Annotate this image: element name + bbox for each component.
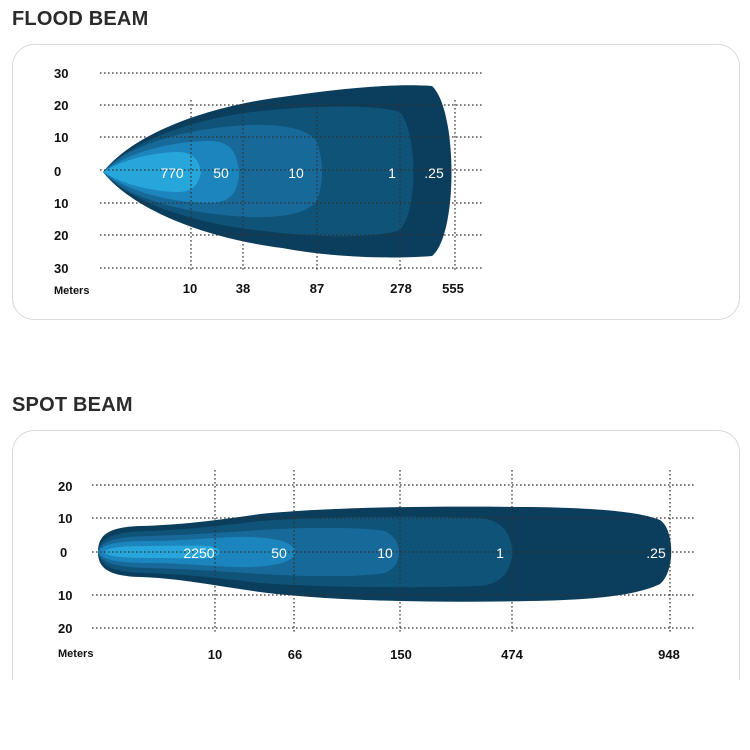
spot-y-tick: 10: [58, 511, 72, 526]
flood-y-tick: 30: [54, 261, 68, 276]
spot-isolux-label: 10: [377, 545, 393, 561]
spot-x-tick: 474: [501, 647, 523, 662]
spot-y-tick: 10: [58, 588, 72, 603]
flood-x-tick: 87: [310, 281, 324, 296]
flood-zone-770: [103, 152, 201, 192]
flood-y-tick: 0: [54, 164, 61, 179]
flood-y-tick: 30: [54, 66, 68, 81]
flood-x-tick: 10: [183, 281, 197, 296]
flood-isolux-label: 770: [160, 165, 184, 181]
flood-y-tick: 10: [54, 130, 68, 145]
spot-grid: [92, 470, 694, 632]
spot-isolux-label: 1: [496, 545, 504, 561]
flood-beam-title: FLOOD BEAM: [12, 8, 149, 30]
spot-beam-title: SPOT BEAM: [12, 394, 133, 416]
spot-y-tick: 20: [58, 621, 72, 636]
spot-x-axis-label: Meters: [58, 648, 93, 660]
flood-x-tick: 555: [442, 281, 464, 296]
spot-isolux-label: 50: [271, 545, 287, 561]
spot-isolux-label: .25: [646, 545, 666, 561]
spot-y-tick: 20: [58, 479, 72, 494]
flood-isolux-label: 50: [213, 165, 229, 181]
flood-x-tick: 38: [236, 281, 250, 296]
spot-isolux-label: 2250: [183, 545, 214, 561]
spot-x-tick: 948: [658, 647, 680, 662]
flood-isolux-label: 1: [388, 165, 396, 181]
spot-x-tick: 150: [390, 647, 412, 662]
flood-y-tick: 20: [54, 228, 68, 243]
spot-zone-2250: [104, 545, 220, 559]
flood-grid: [100, 72, 482, 272]
spot-x-tick: 10: [208, 647, 222, 662]
flood-x-axis-label: Meters: [54, 285, 89, 297]
spot-x-tick: 66: [288, 647, 302, 662]
flood-isolux-label: .25: [424, 165, 444, 181]
flood-y-tick: 10: [54, 196, 68, 211]
flood-x-tick: 278: [390, 281, 412, 296]
flood-y-tick: 20: [54, 98, 68, 113]
flood-isolux-label: 10: [288, 165, 304, 181]
flood-beam-zones: [103, 85, 452, 258]
spot-y-tick: 0: [60, 545, 67, 560]
